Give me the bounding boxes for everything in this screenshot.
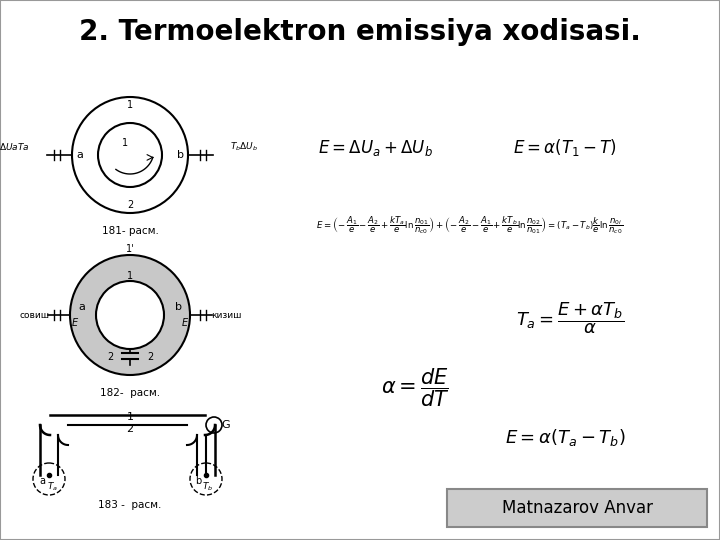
Text: b: b <box>174 302 181 312</box>
Text: $\Delta UaTa$: $\Delta UaTa$ <box>0 141 30 152</box>
Text: a: a <box>39 476 45 486</box>
Text: 2: 2 <box>147 352 153 362</box>
Text: 2: 2 <box>107 352 113 362</box>
Text: E: E <box>72 318 78 328</box>
Text: $T_a = \dfrac{E + \alpha T_b}{\alpha}$: $T_a = \dfrac{E + \alpha T_b}{\alpha}$ <box>516 300 624 336</box>
Text: E: E <box>182 318 188 328</box>
Text: 1: 1 <box>127 412 133 422</box>
Text: 1: 1 <box>127 100 133 110</box>
Text: 1: 1 <box>127 271 133 281</box>
Text: кизиш: кизиш <box>211 310 241 320</box>
Text: G: G <box>222 420 230 430</box>
Text: 182-  расм.: 182- расм. <box>100 388 160 398</box>
Text: 181- расм.: 181- расм. <box>102 226 158 236</box>
Text: $T_b$: $T_b$ <box>202 481 214 493</box>
Text: $E  = \Delta U_{a} + \Delta U_{b}$: $E = \Delta U_{a} + \Delta U_{b}$ <box>318 138 433 158</box>
Text: 2: 2 <box>127 200 133 210</box>
Circle shape <box>96 281 164 349</box>
Text: $E = \left(\!-\dfrac{A_1}{e} - \dfrac{A_2}{e} + \dfrac{kT_a}{e}\ln\dfrac{n_{01}}: $E = \left(\!-\dfrac{A_1}{e} - \dfrac{A_… <box>316 214 624 236</box>
Text: 2: 2 <box>127 424 134 434</box>
Text: b: b <box>176 150 184 160</box>
Text: $E  = \alpha(T_a - T_b)$: $E = \alpha(T_a - T_b)$ <box>505 428 625 449</box>
Circle shape <box>70 255 190 375</box>
Text: b: b <box>195 476 201 486</box>
Text: a: a <box>76 150 84 160</box>
Text: $\alpha = \dfrac{dE}{dT}$: $\alpha = \dfrac{dE}{dT}$ <box>381 367 449 409</box>
Text: 183 -  расм.: 183 - расм. <box>99 500 162 510</box>
Text: a: a <box>78 302 86 312</box>
Text: 2. Termoelektron emissiya xodisasi.: 2. Termoelektron emissiya xodisasi. <box>79 18 641 46</box>
Text: $T_b\Delta U_b$: $T_b\Delta U_b$ <box>230 141 258 153</box>
Text: $T_a$: $T_a$ <box>47 481 58 493</box>
Text: 1': 1' <box>126 244 135 254</box>
Text: Matnazarov Anvar: Matnazarov Anvar <box>502 499 652 517</box>
FancyBboxPatch shape <box>447 489 707 527</box>
Text: $E = \alpha(T_1 - T)$: $E = \alpha(T_1 - T)$ <box>513 138 617 159</box>
Text: 1: 1 <box>122 138 128 148</box>
Text: совиш: совиш <box>19 310 49 320</box>
